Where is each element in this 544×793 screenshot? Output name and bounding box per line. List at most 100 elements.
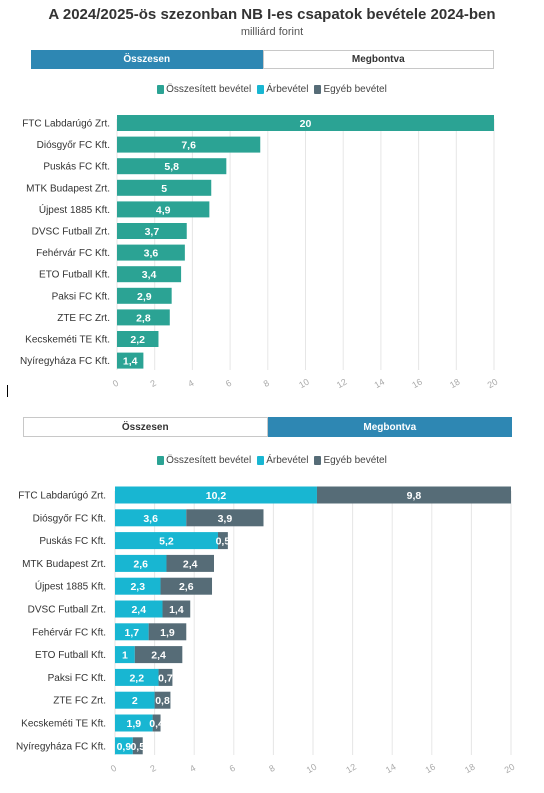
data-label: 0,9	[117, 741, 132, 753]
bar	[115, 509, 187, 527]
data-label: 3,4	[142, 269, 157, 281]
view-toggle-bottom: Összesen Megbontva	[23, 417, 512, 437]
legend-label-total: Összesített bevétel	[166, 84, 252, 95]
bar	[117, 201, 210, 218]
x-tick-label: 2	[149, 378, 158, 389]
data-label: 2	[132, 695, 138, 707]
legend-label-other: Egyéb bevétel	[323, 455, 387, 466]
bar	[115, 486, 317, 504]
x-tick-label: 20	[486, 377, 500, 391]
data-label: 3,9	[218, 513, 233, 525]
bar	[132, 737, 143, 755]
data-label: 5,2	[159, 536, 174, 548]
data-label: 7,6	[181, 140, 196, 152]
bar	[148, 623, 187, 641]
category-label: Nyíregyháza FC Kft.	[16, 741, 106, 752]
x-tick-label: 6	[228, 763, 237, 774]
category-label: DVSC Futball Zrt.	[32, 227, 110, 238]
x-tick-label: 20	[503, 762, 517, 776]
total-revenue-chart: 0 2 4 6 8 10 12 14 16 18 20 FTC Labdarúgó Zrt. 20 Dió…	[20, 115, 500, 391]
bar	[117, 287, 172, 304]
bar	[186, 509, 264, 527]
toggle-split-button[interactable]: Megbontva	[262, 50, 494, 69]
category-label: Újpest 1885 Kft.	[35, 580, 106, 593]
category-label: MTK Budapest Zrt.	[22, 559, 106, 570]
bar	[117, 244, 185, 261]
x-tick-label: 8	[267, 763, 276, 774]
text-cursor	[7, 385, 8, 397]
bar	[115, 554, 167, 572]
x-tick-label: 2	[148, 763, 157, 774]
x-tick-label: 4	[188, 763, 197, 774]
bar	[115, 691, 155, 709]
data-label: 0,5	[130, 741, 145, 753]
data-label: 0,5	[216, 536, 231, 548]
category-label: Paksi FC Kft.	[52, 291, 110, 302]
data-label: 2,4	[151, 650, 166, 662]
category-label: Diósgyőr FC Kft.	[33, 513, 106, 524]
data-label: 2,4	[183, 558, 198, 570]
bar	[117, 136, 261, 153]
bar	[217, 532, 228, 550]
bar	[115, 532, 218, 550]
legend-label-other: Egyéb bevétel	[323, 84, 387, 95]
bar	[117, 331, 159, 347]
legend-item-total[interactable]: Összesített bevétel	[157, 84, 251, 95]
bar	[117, 309, 170, 326]
chart-title: A 2024/2025-ös szezonban NB I-es csapato…	[48, 6, 496, 23]
category-label: ETO Futball Kft.	[39, 270, 110, 281]
legend-item-other[interactable]: Egyéb bevétel	[314, 455, 387, 466]
x-tick-label: 12	[335, 377, 349, 391]
category-label: FTC Labdarúgó Zrt.	[22, 119, 110, 130]
legend-item-other[interactable]: Egyéb bevétel	[314, 84, 387, 95]
x-tick-label: 14	[384, 762, 398, 776]
data-label: 20	[300, 118, 312, 130]
bar	[115, 737, 133, 755]
data-label: 1,9	[127, 718, 142, 730]
category-label: MTK Budapest Zrt.	[26, 183, 110, 194]
legend-swatch-other	[314, 456, 322, 465]
legend-swatch-total	[157, 85, 165, 94]
data-label: 2,6	[179, 581, 194, 593]
toggle-total-button[interactable]: Összesen	[23, 417, 268, 437]
category-label: Kecskeméti TE Kft.	[21, 719, 106, 730]
category-label: Fehérvár FC Kft.	[36, 248, 110, 259]
bar	[117, 158, 227, 175]
legend-label-revenue: Árbevétel	[266, 84, 309, 95]
legend-label-revenue: Árbevétel	[266, 455, 309, 466]
x-tick-label: 0	[109, 763, 118, 774]
bar	[115, 600, 163, 618]
data-label: 0,7	[158, 672, 173, 684]
category-label: Újpest 1885 Kft.	[39, 203, 110, 216]
x-tick-label: 16	[410, 377, 424, 391]
chart-subtitle: milliárd forint	[240, 26, 304, 38]
data-label: 3,6	[144, 248, 159, 260]
legend-swatch-other	[314, 85, 322, 94]
bar	[117, 115, 494, 131]
data-label: 5	[161, 183, 167, 195]
view-toggle-top: Összesen Megbontva	[31, 50, 494, 69]
data-label: 1,4	[169, 604, 184, 616]
bar	[117, 223, 187, 239]
legend-label-total: Összesített bevétel	[166, 455, 252, 466]
data-label: 0,4	[149, 718, 164, 730]
legend-bottom: Összesített bevétel Árbevétel Egyéb bevé…	[0, 455, 544, 466]
legend-top: Összesített bevétel Árbevétel Egyéb bevé…	[0, 84, 544, 95]
category-label: ZTE FC Zrt.	[57, 313, 110, 324]
x-tick-label: 0	[111, 378, 120, 389]
bar	[115, 577, 161, 595]
category-label: Puskás FC Kft.	[39, 536, 106, 547]
bar	[158, 668, 173, 686]
category-label: DVSC Futball Zrt.	[28, 605, 106, 616]
legend-item-revenue[interactable]: Árbevétel	[257, 84, 308, 95]
data-label: 1,9	[160, 627, 175, 639]
data-label: 2,4	[131, 604, 146, 616]
data-label: 3,7	[145, 226, 160, 238]
toggle-total-button[interactable]: Összesen	[31, 50, 263, 69]
legend-item-revenue[interactable]: Árbevétel	[257, 455, 308, 466]
category-label: ZTE FC Zrt.	[53, 696, 106, 707]
legend-item-total[interactable]: Összesített bevétel	[157, 455, 251, 466]
toggle-split-button[interactable]: Megbontva	[267, 417, 512, 437]
bar	[115, 646, 135, 664]
category-label: Paksi FC Kft.	[48, 673, 106, 684]
